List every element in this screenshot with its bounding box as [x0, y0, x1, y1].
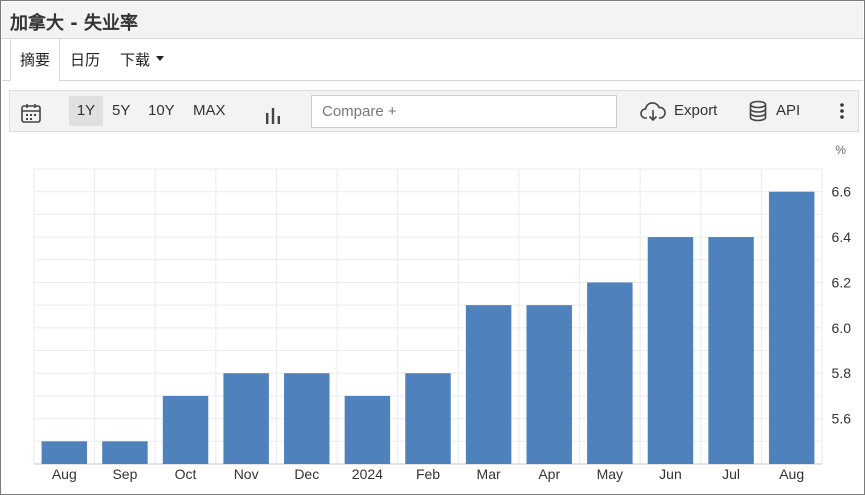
title-bar: 加拿大 - 失业率: [2, 2, 863, 39]
y-tick-label: 6.6: [832, 184, 852, 200]
bar[interactable]: [344, 395, 391, 464]
x-tick-label: Feb: [416, 466, 440, 482]
x-tick-label: Mar: [477, 466, 501, 482]
x-tick-label: Apr: [538, 466, 560, 482]
x-tick-label: Jul: [722, 466, 740, 482]
api-label: API: [776, 102, 801, 119]
y-tick-label: 6.4: [832, 229, 852, 245]
range-5y-button[interactable]: 5Y: [112, 102, 131, 119]
chart-toolbar: 1Y 5Y 10Y MAX Export: [9, 90, 859, 132]
x-tick-label: Jun: [659, 466, 682, 482]
export-label: Export: [674, 102, 718, 119]
bar[interactable]: [223, 373, 269, 464]
calendar-icon: [21, 104, 41, 123]
compare-input[interactable]: [311, 95, 617, 128]
tab-summary[interactable]: 摘要: [10, 39, 60, 82]
chart-type-button[interactable]: [264, 101, 282, 124]
x-tick-label: Aug: [779, 466, 804, 482]
x-tick-label: 2024: [352, 466, 383, 482]
bar-chart-icon: [266, 108, 280, 124]
y-tick-label: 6.2: [832, 274, 852, 290]
bar[interactable]: [41, 441, 88, 464]
range-max-button[interactable]: MAX: [193, 102, 226, 119]
x-tick-label: Aug: [52, 466, 77, 482]
range-1y-button[interactable]: 1Y: [69, 96, 103, 126]
bar[interactable]: [647, 237, 694, 464]
bar[interactable]: [284, 373, 330, 464]
calendar-button[interactable]: [20, 100, 42, 123]
y-tick-label: 5.8: [832, 365, 852, 381]
range-10y-button[interactable]: 10Y: [148, 102, 175, 119]
tab-download-label: 下载: [120, 51, 151, 69]
y-tick-label: 6.0: [832, 320, 852, 336]
x-tick-label: Dec: [294, 466, 319, 482]
bar[interactable]: [708, 237, 754, 464]
tab-bar: 摘要 日历 下载: [2, 39, 863, 82]
cloud-download-icon: [640, 102, 666, 122]
page-title: 加拿大 - 失业率: [10, 13, 139, 34]
bar[interactable]: [102, 441, 148, 464]
bar[interactable]: [587, 282, 633, 464]
more-vertical-icon: [840, 103, 844, 119]
database-icon: [749, 100, 767, 122]
bar[interactable]: [526, 305, 572, 464]
y-unit-label: %: [835, 143, 846, 157]
tab-calendar[interactable]: 日历: [70, 51, 101, 69]
tab-download[interactable]: 下载: [120, 39, 165, 81]
caret-down-icon: [156, 56, 165, 61]
bar[interactable]: [162, 395, 209, 464]
more-menu-button[interactable]: [836, 91, 848, 131]
x-tick-label: Sep: [112, 466, 137, 482]
bar[interactable]: [465, 305, 512, 464]
x-tick-label: May: [597, 466, 623, 482]
bar[interactable]: [405, 373, 451, 464]
bar-chart: % Aug Sep Oct Nov Dec 2024 Feb Mar Apr May Jun Jul A…: [33, 143, 852, 482]
bar[interactable]: [768, 191, 815, 464]
x-tick-label: Nov: [234, 466, 259, 482]
y-tick-label: 5.6: [832, 411, 852, 427]
x-tick-label: Oct: [175, 466, 197, 482]
chart-area: % Aug Sep Oct Nov Dec 2024 Feb Mar Apr May Jun Jul A…: [1, 141, 865, 493]
